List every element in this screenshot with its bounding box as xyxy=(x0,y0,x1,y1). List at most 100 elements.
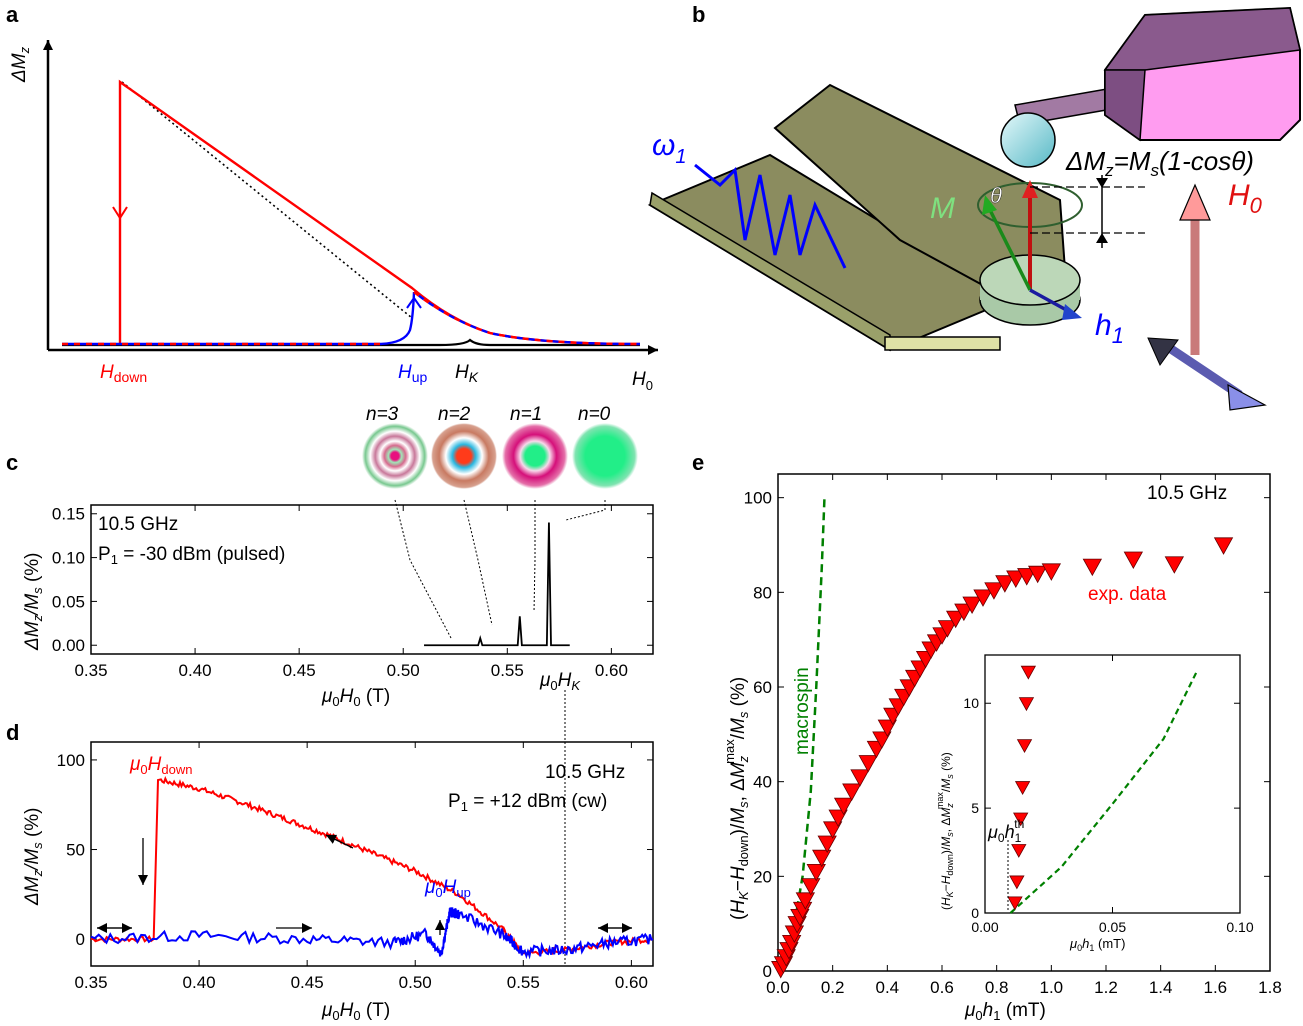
panel-e-inset-ytick-label: 0 xyxy=(971,905,979,921)
panel-e-inset-point xyxy=(1013,812,1029,827)
mode-link-2 xyxy=(463,499,493,626)
panel-e-point xyxy=(806,864,826,882)
panel-a: a ΔMz H0 Hdown Hup HK xyxy=(6,2,658,393)
panel-c-xtick-label: 0.60 xyxy=(595,661,628,680)
panel-e-ticks: 0.0 0.2 0.4 0.6 0.8 1.0 1.2 1.4 1.6 1.8 0 20 40 60 80 1… xyxy=(744,474,1282,997)
panel-e-inset-point xyxy=(1020,665,1037,680)
panel-a-hdown-label: Hdown xyxy=(100,362,147,385)
panel-d-freq: 10.5 GHz xyxy=(545,762,625,783)
panel-e-inset-point xyxy=(1009,875,1025,890)
panel-e-inset-ticks: 0.00 0.05 0.10 0 5 10 xyxy=(963,655,1254,935)
panel-c-ytick-label: 0.00 xyxy=(52,636,85,655)
h0-label: H0 xyxy=(1228,179,1263,218)
mode-image-1 xyxy=(502,423,568,489)
panel-a-dashed-overlap-blue xyxy=(413,291,641,346)
mode-label-0: n=0 xyxy=(578,404,611,425)
mode-label-2: n=2 xyxy=(438,404,471,425)
panel-d-xtick-label: 0.60 xyxy=(615,973,648,992)
mode-link-0 xyxy=(565,500,606,521)
panel-e-point xyxy=(801,878,821,896)
panel-e-point xyxy=(858,755,878,773)
panel-a-red-curve xyxy=(118,79,641,346)
mode-image-0 xyxy=(572,423,638,489)
panel-e-inset-xtick-label: 0.00 xyxy=(971,919,998,935)
panel-e-xtick-label: 0.2 xyxy=(821,978,845,997)
mode-link-1 xyxy=(533,500,536,613)
panel-e-ytick-label: 0 xyxy=(763,962,772,981)
panel-a-xlabel: H0 xyxy=(632,369,653,393)
panel-c-hk-label: μ0HK xyxy=(539,670,581,693)
formula: ΔMz=Ms(1-cosθ) xyxy=(1065,146,1254,180)
panel-c-frame xyxy=(90,504,654,655)
panel-a-blue-curve xyxy=(62,291,416,346)
panel-e-point xyxy=(954,603,974,622)
panel-c-xtick-label: 0.50 xyxy=(387,661,420,680)
panel-d-letter: d xyxy=(6,720,19,745)
h1-label: h1 xyxy=(1095,309,1124,348)
stripline-left-edge xyxy=(649,191,891,352)
mode-label-3: n=3 xyxy=(366,404,399,425)
panel-e-point xyxy=(962,596,982,614)
panel-e-xtick-label: 1.8 xyxy=(1258,978,1282,997)
panel-c-trace xyxy=(424,522,570,647)
panel-e-inset-point xyxy=(1018,697,1035,712)
panel-c: c n=3 n=2 n=1 n=0 0.35 0.40 0.45 0.50 0.55 0.… xyxy=(6,404,654,709)
panel-e-point xyxy=(937,620,958,638)
panel-b-letter: b xyxy=(692,2,705,27)
panel-e-xtick-label: 1.2 xyxy=(1094,978,1118,997)
panel-e-xtick-label: 0.4 xyxy=(876,978,900,997)
panel-c-xlabel: μ0H0 (T) xyxy=(321,686,390,709)
panel-a-hup-label: Hup xyxy=(398,362,428,385)
m-vector xyxy=(988,209,1032,291)
panel-e-xtick-label: 0.0 xyxy=(766,978,790,997)
panel-e-ytick-label: 40 xyxy=(753,773,772,792)
mode-image-2 xyxy=(431,423,497,489)
panel-e-point xyxy=(995,575,1015,593)
panel-e-point xyxy=(1082,558,1103,577)
h0-arrowhead-large xyxy=(1179,183,1211,221)
panel-e-inset-ylabel: (HK−Hdown)/Ms, ΔMzmax/Ms (%) xyxy=(935,752,955,910)
panel-c-xtick-label: 0.40 xyxy=(179,661,212,680)
panel-e-threshold-label: μ0h1th xyxy=(987,817,1024,845)
omega-label: ω1 xyxy=(652,129,687,168)
panel-c-ticks: 0.35 0.40 0.45 0.50 0.55 0.60 0.00 0.05 0.10 0.15 xyxy=(52,505,653,680)
panel-e-xtick-label: 1.0 xyxy=(1040,978,1064,997)
panel-e-point xyxy=(795,892,816,910)
panel-e-point xyxy=(1006,570,1026,588)
theta-label: θ xyxy=(990,183,1002,208)
panel-e-point xyxy=(1027,565,1048,584)
panel-e-point xyxy=(1123,551,1144,570)
m-vector-head xyxy=(982,195,997,215)
panel-b: b ω1 M θ ΔMz=Ms(1-cosθ) xyxy=(647,2,1301,411)
panel-c-ytick-label: 0.15 xyxy=(52,505,85,524)
panel-c-letter: c xyxy=(6,450,18,475)
mode-image-3 xyxy=(362,423,428,489)
panel-e-xtick-label: 0.6 xyxy=(930,978,954,997)
panel-e-inset-point xyxy=(1007,896,1023,911)
panel-e-point xyxy=(1017,568,1037,586)
panel-e-freq: 10.5 GHz xyxy=(1147,483,1227,504)
panel-d-frame xyxy=(90,741,654,967)
h1-vector-head xyxy=(1062,304,1082,320)
panel-c-xtick-label: 0.55 xyxy=(491,661,524,680)
panel-d-xlabel: μ0H0 (T) xyxy=(321,1000,390,1023)
panel-a-hk-label: HK xyxy=(455,362,479,385)
panel-d: d 0.35 0.40 0.45 0.50 0.55 0.60 0 50 100 10.5 GH… xyxy=(6,720,654,1023)
panel-e-ylabel: (HK−Hdown)/Ms, ΔMzmax/Ms (%) xyxy=(722,677,751,920)
panel-e-legend-exp: exp. data xyxy=(1088,584,1167,605)
panel-e-xlabel: μ0h1 (mT) xyxy=(964,1000,1046,1023)
panel-e-point xyxy=(973,589,993,607)
panel-a-letter: a xyxy=(6,2,19,27)
mode-link-3 xyxy=(394,499,452,639)
panel-e-point xyxy=(833,797,854,816)
panel-d-blue-trace xyxy=(90,907,654,960)
panel-e-point xyxy=(828,809,848,827)
panel-e-inset-xtick-label: 0.10 xyxy=(1226,919,1253,935)
panel-e-inset-point xyxy=(1014,781,1031,795)
panel-d-ytick-label: 0 xyxy=(76,930,85,949)
panel-d-xtick-label: 0.50 xyxy=(399,973,432,992)
panel-e-point xyxy=(850,769,870,787)
panel-d-ytick-label: 50 xyxy=(66,840,85,859)
probe-sphere xyxy=(1000,112,1056,168)
